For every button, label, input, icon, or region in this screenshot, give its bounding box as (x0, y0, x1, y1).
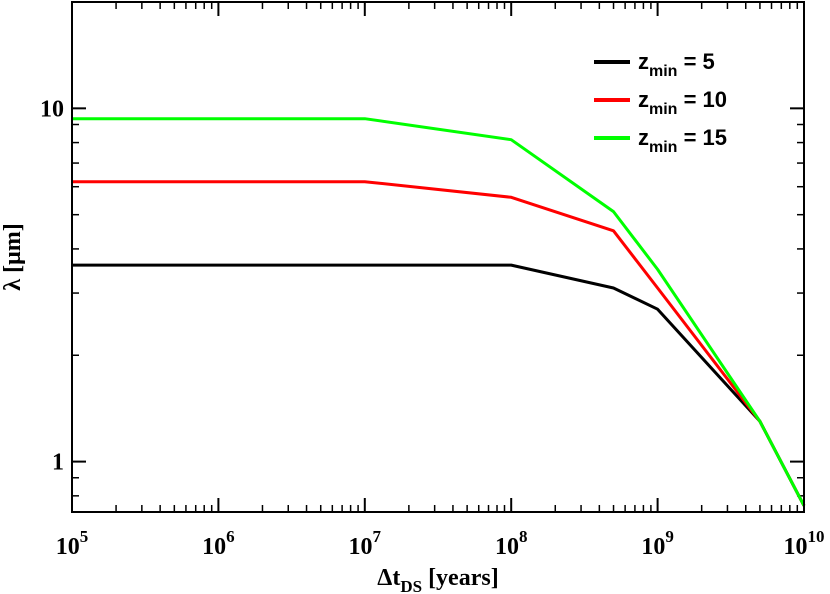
series-line-0 (72, 263, 806, 507)
x-tick-label: 1010 (784, 527, 825, 560)
y-tick-label: 10 (40, 96, 64, 122)
major-ticks (71, 2, 805, 512)
legend-label-1: zmin = 10 (638, 87, 727, 118)
series-line-2 (72, 117, 806, 507)
x-tick-label: 107 (349, 527, 382, 560)
legend-label-2: zmin = 15 (638, 125, 727, 156)
x-tick-label: 106 (202, 527, 235, 560)
x-tick-label: 105 (56, 527, 89, 560)
x-tick-label: 108 (495, 527, 528, 560)
y-tick-label: 1 (52, 450, 64, 476)
legend: zmin = 5 zmin = 10 zmin = 15 (594, 49, 727, 156)
series-layer (72, 117, 806, 507)
legend-label-0: zmin = 5 (638, 49, 715, 80)
x-axis-title: ΔtDS [years] (377, 565, 498, 594)
plot-frame (71, 1, 805, 513)
series-line-1 (72, 180, 806, 507)
axis-titles: ΔtDS [years] λ [μm] (0, 223, 499, 594)
y-axis-title: λ [μm] (0, 223, 26, 290)
tick-labels: 105 106 107 108 109 1010 1 10 (40, 96, 825, 560)
minor-ticks (72, 2, 804, 512)
x-tick-label: 109 (641, 527, 674, 560)
